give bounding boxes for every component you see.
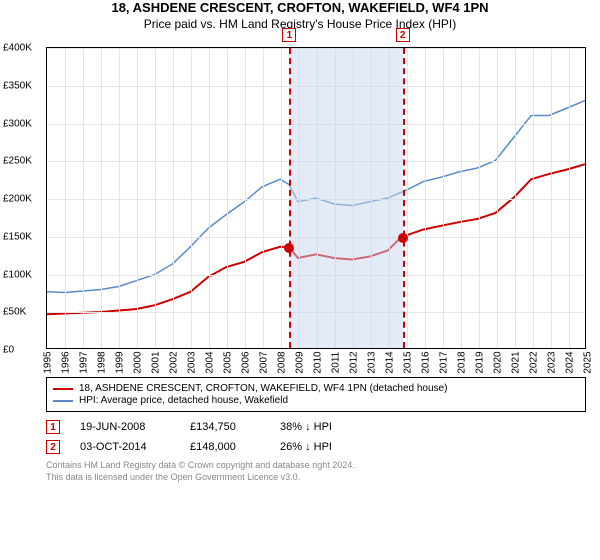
x-axis-label: 2016 <box>421 351 432 373</box>
sale-marker <box>284 243 294 253</box>
legend: 18, ASHDENE CRESCENT, CROFTON, WAKEFIELD… <box>46 377 586 412</box>
event-line-1 <box>289 48 291 348</box>
gridline-v <box>461 48 462 348</box>
x-axis-label: 1995 <box>43 351 54 373</box>
gridline-v <box>497 48 498 348</box>
legend-label: 18, ASHDENE CRESCENT, CROFTON, WAKEFIELD… <box>79 383 447 394</box>
x-axis-label: 2003 <box>187 351 198 373</box>
footer-line-2: This data is licensed under the Open Gov… <box>46 472 586 484</box>
gridline-v <box>407 48 408 348</box>
y-axis-label: £200K <box>3 194 32 205</box>
shaded-sale-band <box>289 48 402 348</box>
y-axis-label: £0 <box>3 345 14 356</box>
plot-area: £0£50K£100K£150K£200K£250K£300K£350K£400… <box>46 47 586 349</box>
legend-row: HPI: Average price, detached house, Wake… <box>53 395 579 406</box>
sale-price: £148,000 <box>190 441 260 453</box>
sale-row: 1 19-JUN-2008 £134,750 38% ↓ HPI <box>46 420 586 434</box>
sale-row: 2 03-OCT-2014 £148,000 26% ↓ HPI <box>46 440 586 454</box>
sale-date: 19-JUN-2008 <box>80 421 170 433</box>
x-axis-label: 2008 <box>277 351 288 373</box>
gridline-v <box>227 48 228 348</box>
gridline-v <box>65 48 66 348</box>
x-axis-label: 2013 <box>367 351 378 373</box>
x-axis-label: 1999 <box>115 351 126 373</box>
gridline-v <box>533 48 534 348</box>
x-axis-label: 2025 <box>583 351 594 373</box>
x-axis-label: 1996 <box>61 351 72 373</box>
y-axis-label: £400K <box>3 43 32 54</box>
x-axis-label: 2011 <box>330 352 341 374</box>
y-axis-label: £50K <box>3 307 26 318</box>
y-axis-label: £100K <box>3 269 32 280</box>
footer-attribution: Contains HM Land Registry data © Crown c… <box>46 460 586 483</box>
chart-area: £0£50K£100K£150K£200K£250K£300K£350K£400… <box>46 41 586 371</box>
legend-label: HPI: Average price, detached house, Wake… <box>79 395 288 406</box>
y-axis-label: £300K <box>3 118 32 129</box>
x-axis-label: 2014 <box>385 351 396 373</box>
gridline-v <box>515 48 516 348</box>
gridline-v <box>173 48 174 348</box>
legend-swatch <box>53 400 73 402</box>
x-axis-label: 2021 <box>511 351 522 373</box>
x-axis-label: 1998 <box>97 351 108 373</box>
x-axis-label: 2005 <box>223 351 234 373</box>
sale-date: 03-OCT-2014 <box>80 441 170 453</box>
gridline-v <box>209 48 210 348</box>
sale-delta-vs-hpi: 26% ↓ HPI <box>280 441 390 453</box>
gridline-v <box>155 48 156 348</box>
sale-index-icon: 1 <box>46 420 60 434</box>
x-axis-label: 2009 <box>295 351 306 373</box>
footer-line-1: Contains HM Land Registry data © Crown c… <box>46 460 586 472</box>
legend-swatch <box>53 388 73 390</box>
legend-row: 18, ASHDENE CRESCENT, CROFTON, WAKEFIELD… <box>53 383 579 394</box>
y-axis-label: £350K <box>3 80 32 91</box>
x-axis-label: 2010 <box>313 351 324 373</box>
x-axis-label: 2000 <box>133 351 144 373</box>
sale-delta-vs-hpi: 38% ↓ HPI <box>280 421 390 433</box>
gridline-v <box>245 48 246 348</box>
gridline-v <box>83 48 84 348</box>
sale-index-icon: 2 <box>46 440 60 454</box>
event-line-2 <box>403 48 405 348</box>
gridline-v <box>101 48 102 348</box>
x-axis-label: 2017 <box>439 351 450 373</box>
chart-subtitle: Price paid vs. HM Land Registry's House … <box>0 17 600 31</box>
gridline-v <box>479 48 480 348</box>
x-axis-label: 1997 <box>79 351 90 373</box>
x-axis-label: 2012 <box>349 351 360 373</box>
gridline-v <box>119 48 120 348</box>
chart-title: 18, ASHDENE CRESCENT, CROFTON, WAKEFIELD… <box>0 0 600 15</box>
gridline-v <box>281 48 282 348</box>
gridline-v <box>137 48 138 348</box>
x-axis-label: 2018 <box>457 351 468 373</box>
sale-marker <box>398 233 408 243</box>
x-axis-label: 2007 <box>259 351 270 373</box>
gridline-v <box>443 48 444 348</box>
x-axis-label: 2020 <box>493 351 504 373</box>
gridline-v <box>425 48 426 348</box>
x-axis-label: 2002 <box>169 351 180 373</box>
gridline-v <box>569 48 570 348</box>
x-axis-label: 2022 <box>529 351 540 373</box>
event-marker-2: 2 <box>396 28 410 42</box>
x-axis-label: 2015 <box>403 351 414 373</box>
sales-table: 1 19-JUN-2008 £134,750 38% ↓ HPI 2 03-OCT-201… <box>46 420 586 454</box>
x-axis-label: 2019 <box>475 351 486 373</box>
sale-price: £134,750 <box>190 421 260 433</box>
y-axis-label: £150K <box>3 231 32 242</box>
x-axis-label: 2004 <box>205 351 216 373</box>
x-axis-label: 2006 <box>241 351 252 373</box>
gridline-v <box>191 48 192 348</box>
x-axis-label: 2023 <box>547 351 558 373</box>
gridline-v <box>263 48 264 348</box>
x-axis-label: 2024 <box>565 351 576 373</box>
y-axis-label: £250K <box>3 156 32 167</box>
gridline-v <box>551 48 552 348</box>
x-axis-label: 2001 <box>151 351 162 373</box>
event-marker-1: 1 <box>282 28 296 42</box>
